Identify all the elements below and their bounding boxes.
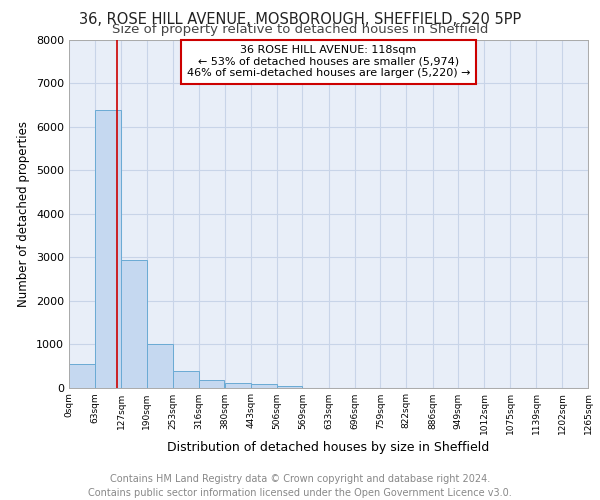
Bar xyxy=(147,344,173,388)
Text: Size of property relative to detached houses in Sheffield: Size of property relative to detached ho… xyxy=(112,24,488,36)
X-axis label: Distribution of detached houses by size in Sheffield: Distribution of detached houses by size … xyxy=(167,442,490,454)
Bar xyxy=(277,386,302,388)
Bar xyxy=(121,260,147,388)
Bar xyxy=(173,371,199,388)
Text: Contains HM Land Registry data © Crown copyright and database right 2024.
Contai: Contains HM Land Registry data © Crown c… xyxy=(88,474,512,498)
Text: 36, ROSE HILL AVENUE, MOSBOROUGH, SHEFFIELD, S20 5PP: 36, ROSE HILL AVENUE, MOSBOROUGH, SHEFFI… xyxy=(79,12,521,28)
Bar xyxy=(225,383,251,388)
Bar xyxy=(95,110,121,388)
Text: 36 ROSE HILL AVENUE: 118sqm
← 53% of detached houses are smaller (5,974)
46% of : 36 ROSE HILL AVENUE: 118sqm ← 53% of det… xyxy=(187,45,470,78)
Bar xyxy=(251,384,277,388)
Y-axis label: Number of detached properties: Number of detached properties xyxy=(17,120,31,306)
Bar xyxy=(199,380,224,388)
Bar xyxy=(69,364,95,388)
